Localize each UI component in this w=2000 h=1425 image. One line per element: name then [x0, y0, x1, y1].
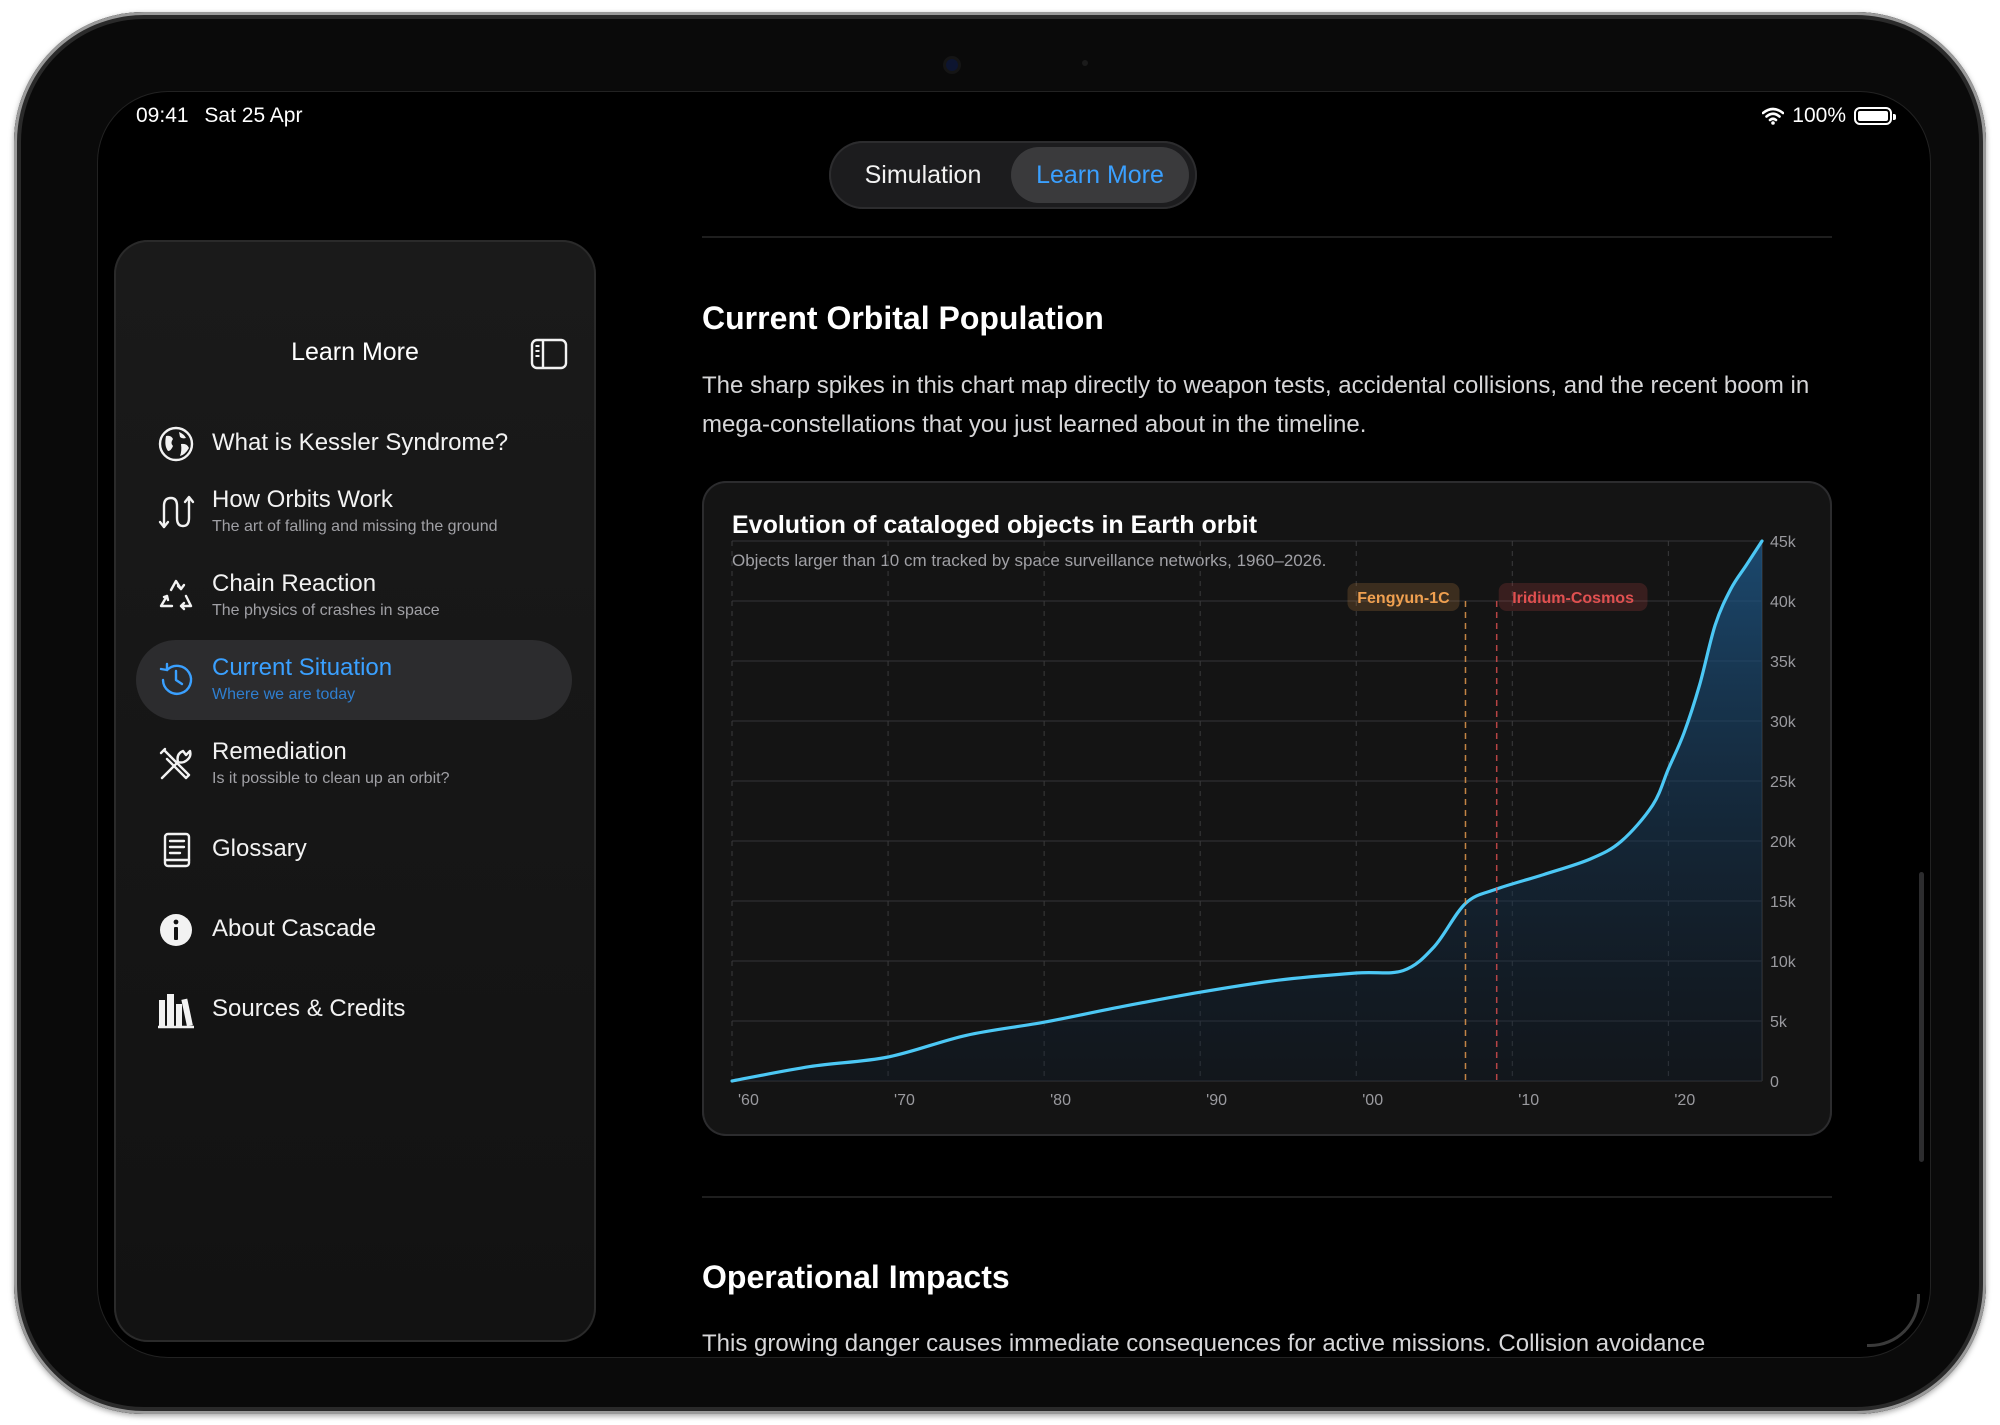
info-icon	[160, 914, 192, 946]
y-tick-label: 5k	[1770, 1014, 1788, 1031]
sidebar-item-orbits[interactable]: How Orbits Work The art of falling and m…	[136, 472, 572, 552]
sidebar-item-label: How Orbits Work	[212, 486, 393, 513]
chart-card: Evolution of cataloged objects in Earth …	[702, 481, 1832, 1136]
status-date: Sat 25 Apr	[204, 104, 303, 127]
sidebar-item-subtitle: Where we are today	[212, 686, 356, 703]
y-tick-label: 0	[1770, 1074, 1779, 1091]
y-tick-label: 40k	[1770, 594, 1797, 611]
orbit-arrows-icon	[158, 495, 195, 529]
status-indicators: 100%	[1762, 104, 1896, 128]
device-frame: 09:41 Sat 25 Apr 100% Simulation Learn	[14, 12, 1986, 1414]
section-title: Operational Impacts	[702, 1259, 1010, 1295]
sidebar-item-label: Remediation	[212, 738, 347, 765]
y-tick-label: 25k	[1770, 774, 1797, 791]
event-badge	[1347, 583, 1460, 611]
sidebar-item-label: About Cascade	[212, 915, 377, 942]
y-tick-label: 20k	[1770, 834, 1797, 851]
y-tick-label: 35k	[1770, 654, 1797, 671]
x-tick-label: '10	[1518, 1092, 1539, 1109]
event-badge	[1498, 583, 1648, 611]
sidebar-item-glossary[interactable]: Glossary	[136, 810, 572, 890]
screen: 09:41 Sat 25 Apr 100% Simulation Learn	[98, 92, 1930, 1357]
sidebar-item-current-situation[interactable]: Current Situation Where we are today	[136, 640, 572, 720]
sidebar-item-subtitle: The physics of crashes in space	[212, 602, 440, 619]
x-tick-label: '70	[894, 1092, 915, 1109]
section-divider	[702, 236, 1832, 238]
sidebar-item-label: Glossary	[212, 835, 307, 862]
event-label: Fengyun-1C	[1357, 590, 1450, 607]
scroll-indicator[interactable]	[1919, 872, 1924, 1162]
sidebar-item-label: Sources & Credits	[212, 995, 406, 1022]
sidebar-item-about[interactable]: About Cascade	[136, 890, 572, 970]
section-divider	[702, 1196, 1832, 1198]
sidebar-item-subtitle: The art of falling and missing the groun…	[212, 518, 498, 535]
sidebar-item-label: Current Situation	[212, 654, 393, 681]
sidebar-item-kessler[interactable]: What is Kessler Syndrome?	[136, 404, 572, 484]
front-camera	[946, 59, 958, 71]
x-tick-label: '90	[1206, 1092, 1227, 1109]
recycle-icon	[159, 579, 193, 611]
section-paragraph: This growing danger causes immediate con…	[702, 1330, 1706, 1357]
chart-subtitle: Objects larger than 10 cm tracked by spa…	[732, 551, 1327, 570]
y-tick-label: 45k	[1770, 534, 1797, 551]
status-time: 09:41	[136, 104, 189, 127]
tools-icon	[159, 747, 192, 780]
ambient-sensor	[1082, 60, 1088, 66]
battery-icon	[1854, 107, 1896, 125]
status-time-date: 09:41 Sat 25 Apr	[136, 104, 302, 128]
sidebar-toggle-icon[interactable]	[530, 338, 568, 370]
orbital-population-chart: 0 5k 10k 15k 20k 25k 30k 35k 40k 45k '60 '70 '80 '90 '…	[730, 534, 1797, 1109]
status-bar: 09:41 Sat 25 Apr 100%	[98, 92, 1930, 162]
globe-icon	[158, 426, 194, 462]
y-tick-label: 10k	[1770, 954, 1797, 971]
x-tick-label: '00	[1362, 1092, 1383, 1109]
sidebar-item-chain-reaction[interactable]: Chain Reaction The physics of crashes in…	[136, 556, 572, 636]
tab-learn-more[interactable]: Learn More	[1011, 147, 1189, 203]
clock-history-icon	[159, 662, 193, 695]
area-fill	[732, 541, 1762, 1081]
sidebar-title: Learn More	[291, 338, 419, 366]
chart-title: Evolution of cataloged objects in Earth …	[732, 511, 1258, 539]
event-label: Iridium-Cosmos	[1512, 590, 1634, 607]
view-segmented-control: Simulation Learn More	[829, 141, 1197, 209]
battery-percentage: 100%	[1792, 104, 1846, 127]
sidebar: Learn More What is Kessler Syndrome?	[114, 240, 596, 1342]
x-tick-label: '20	[1674, 1092, 1695, 1109]
y-tick-label: 15k	[1770, 894, 1797, 911]
y-tick-label: 30k	[1770, 714, 1797, 731]
x-tick-label: '80	[1050, 1092, 1071, 1109]
x-tick-label: '60	[738, 1092, 759, 1109]
sidebar-item-label: Chain Reaction	[212, 570, 377, 597]
book-icon	[163, 832, 191, 868]
corner-indicator	[1867, 1294, 1920, 1347]
section-paragraph: The sharp spikes in this chart map direc…	[702, 372, 1810, 438]
sidebar-item-subtitle: Is it possible to clean up an orbit?	[212, 770, 450, 787]
sidebar-item-label: What is Kessler Syndrome?	[212, 429, 509, 456]
wifi-icon	[1762, 107, 1785, 125]
tab-simulation[interactable]: Simulation	[864, 160, 982, 189]
sidebar-item-remediation[interactable]: Remediation Is it possible to clean up a…	[136, 724, 572, 804]
sidebar-item-sources[interactable]: Sources & Credits	[136, 970, 572, 1050]
books-icon	[158, 994, 194, 1029]
section-title: Current Orbital Population	[702, 300, 1104, 336]
